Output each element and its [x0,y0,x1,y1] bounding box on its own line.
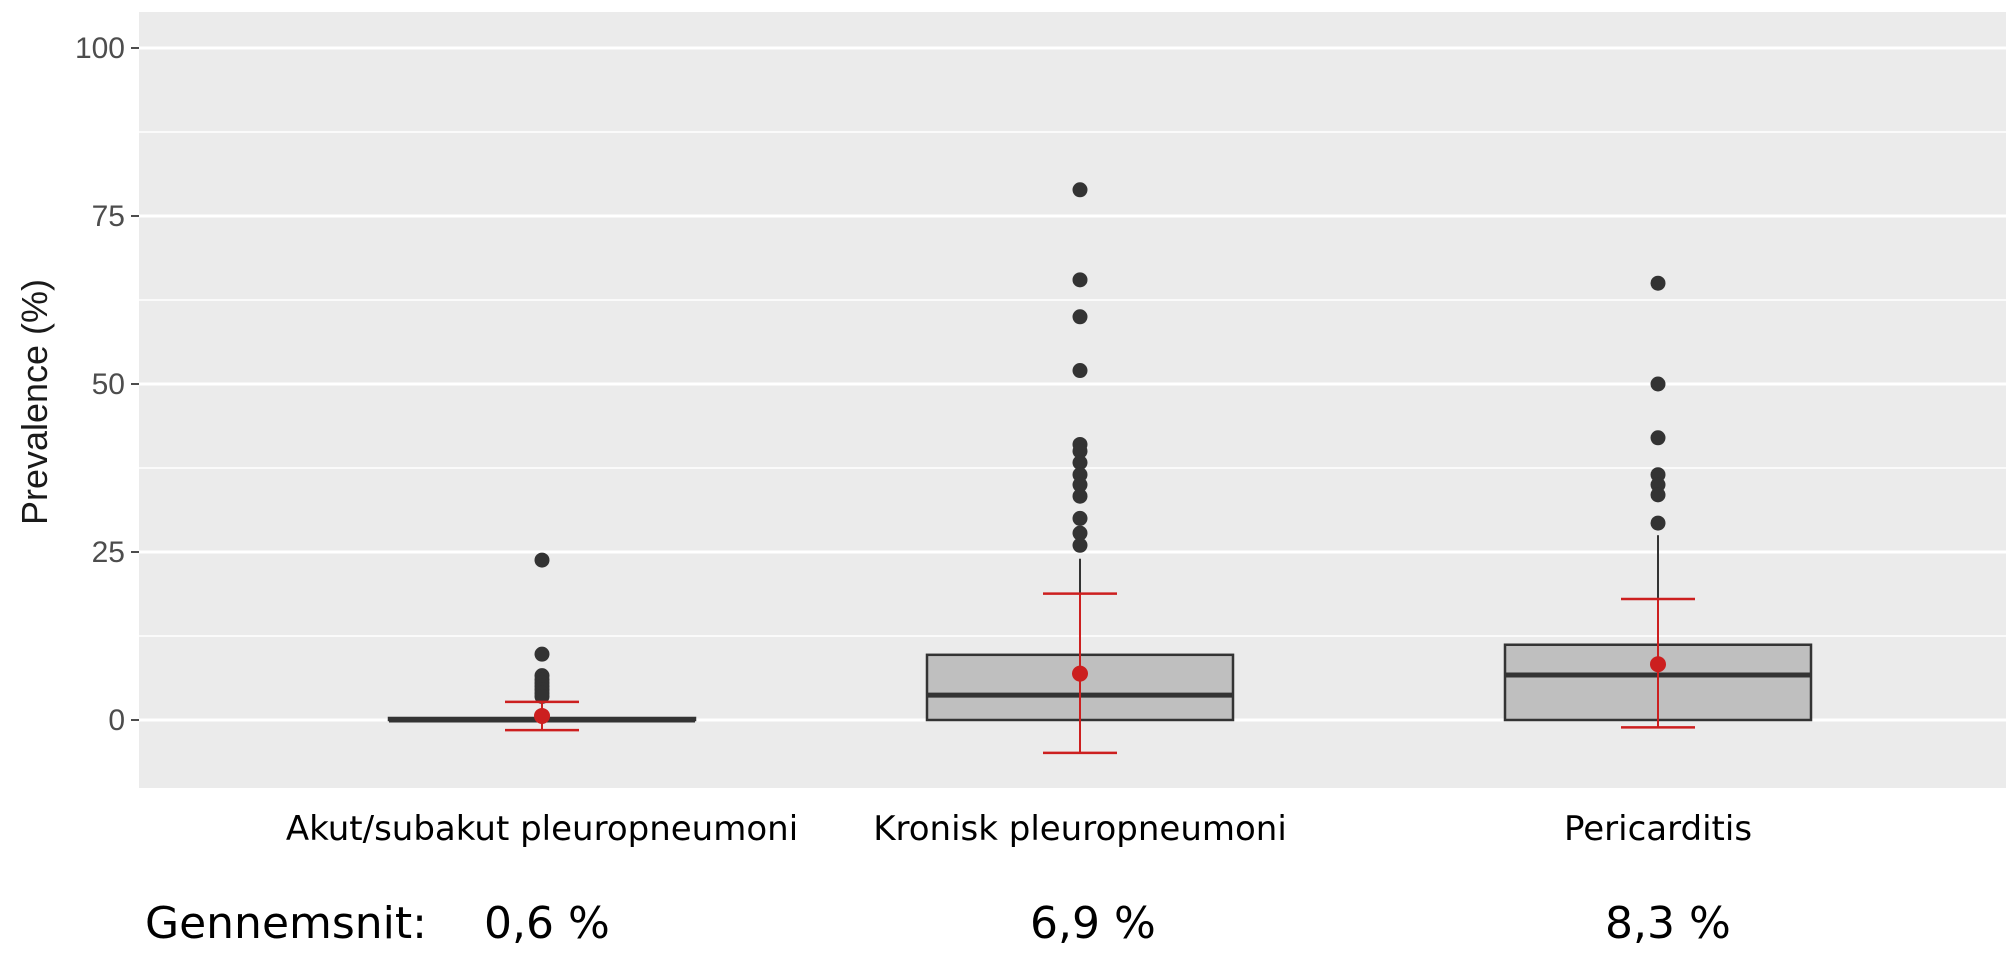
box-group [925,182,1235,755]
outlier-point [1072,363,1088,379]
mean-value-kronisk: 6,9 % [1030,898,1156,949]
y-tick-label: 50 [92,368,125,401]
x-category-label: Pericarditis [1564,809,1752,849]
mean-row-label: Gennemsnit: [145,898,427,949]
y-tick-label: 75 [92,200,125,233]
mean-point [534,707,550,724]
box-group [1503,275,1813,729]
y-tick-label: 0 [108,704,125,737]
y-axis: 0 25 50 75 100 [75,32,139,737]
mean-point [1650,656,1666,673]
grid-lines [139,46,2006,722]
x-axis-labels: Akut/subakut pleuropneumoni Kronisk pleur… [286,809,1752,849]
outlier-point [1650,487,1666,503]
mean-point [1072,665,1088,682]
outlier-point [1650,515,1666,531]
outlier-point [1072,477,1088,493]
outlier-point [1072,510,1088,526]
outlier-point [534,688,550,704]
outlier-point [1072,182,1088,198]
outlier-point [534,552,550,568]
mean-value-akut: 0,6 % [484,898,610,949]
x-category-label: Kronisk pleuropneumoni [873,809,1287,849]
box-series [387,182,1813,755]
outlier-point [1072,525,1088,541]
x-category-label: Akut/subakut pleuropneumoni [286,809,798,849]
outlier-point [1650,376,1666,392]
outlier-point [1072,455,1088,471]
y-axis-title: Prevalence (%) [14,279,55,525]
mean-value-pericarditis: 8,3 % [1605,898,1731,949]
outlier-point [1072,488,1088,504]
outlier-point [1650,275,1666,291]
y-tick-label: 25 [92,536,125,569]
box-group [387,552,697,732]
outlier-point [1650,430,1666,446]
y-tick-label: 100 [75,32,125,65]
outlier-point [1072,537,1088,553]
outlier-point [1072,443,1088,459]
outlier-point [1072,272,1088,288]
outlier-point [534,646,550,662]
outlier-point [1072,309,1088,325]
